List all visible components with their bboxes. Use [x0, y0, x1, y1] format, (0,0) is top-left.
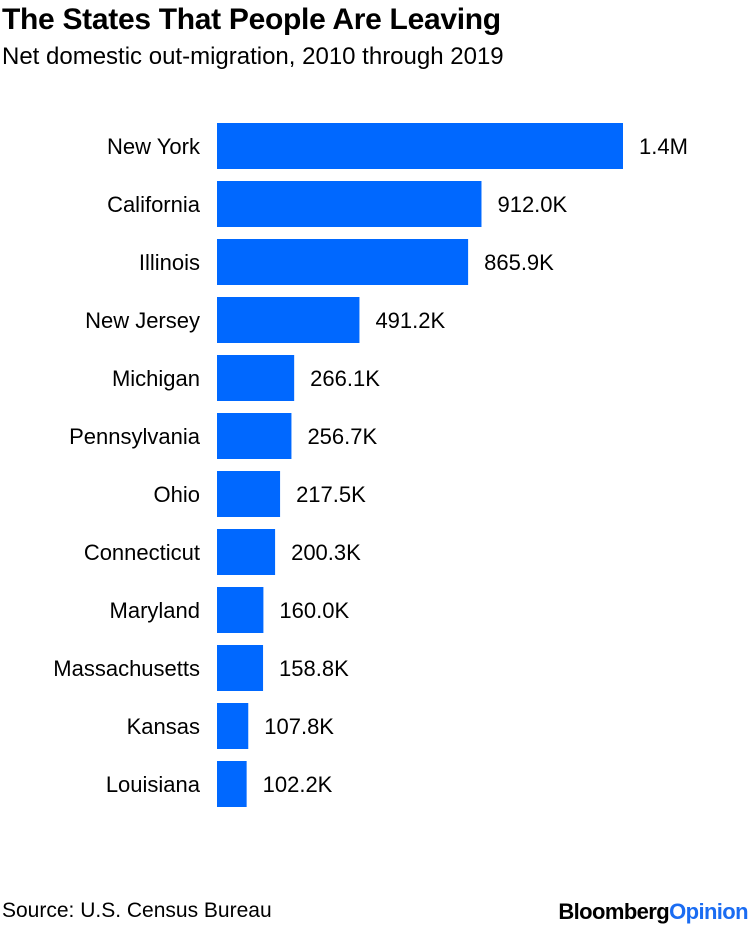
category-label-michigan: Michigan [112, 366, 200, 391]
logo-opinion: Opinion [669, 899, 749, 924]
value-label-connecticut: 200.3K [291, 540, 361, 565]
category-label-connecticut: Connecticut [84, 540, 200, 565]
value-label-massachusetts: 158.8K [279, 656, 349, 681]
bar-new-jersey [217, 297, 360, 343]
bar-connecticut [217, 529, 276, 575]
category-label-new-jersey: New Jersey [85, 308, 200, 333]
category-label-new-york: New York [107, 134, 201, 159]
bar-michigan [217, 355, 295, 401]
category-label-california: California [107, 192, 201, 217]
bar-maryland [217, 587, 264, 633]
value-label-maryland: 160.0K [279, 598, 349, 623]
source-note: Source: U.S. Census Bureau [2, 899, 272, 922]
chart-title: The States That People Are Leaving [2, 3, 501, 36]
value-label-louisiana: 102.2K [263, 772, 333, 797]
value-label-new-york: 1.4M [639, 134, 688, 159]
chart-subtitle: Net domestic out-migration, 2010 through… [2, 43, 504, 70]
value-label-ohio: 217.5K [296, 482, 366, 507]
value-label-michigan: 266.1K [310, 366, 380, 391]
bar-kansas [217, 703, 249, 749]
category-label-louisiana: Louisiana [106, 772, 201, 797]
category-label-illinois: Illinois [139, 250, 200, 275]
bar-california [217, 181, 482, 227]
logo-bloomberg: Bloomberg [558, 899, 670, 924]
value-label-kansas: 107.8K [264, 714, 334, 739]
bar-massachusetts [217, 645, 264, 691]
value-label-pennsylvania: 256.7K [307, 424, 377, 449]
category-label-massachusetts: Massachusetts [53, 656, 200, 681]
category-label-ohio: Ohio [154, 482, 200, 507]
bar-louisiana [217, 761, 247, 807]
bar-pennsylvania [217, 413, 292, 459]
category-label-kansas: Kansas [127, 714, 200, 739]
bar-chart: New York 1.4M California 912.0K Illinois 865.… [53, 123, 688, 807]
bar-ohio [217, 471, 281, 517]
category-label-pennsylvania: Pennsylvania [69, 424, 201, 449]
value-label-new-jersey: 491.2K [375, 308, 445, 333]
value-label-california: 912.0K [497, 192, 567, 217]
category-label-maryland: Maryland [110, 598, 200, 623]
value-label-illinois: 865.9K [484, 250, 554, 275]
bar-illinois [217, 239, 469, 285]
bloomberg-opinion-logo: BloombergOpinion [558, 899, 748, 925]
bar-new-york [217, 123, 623, 169]
